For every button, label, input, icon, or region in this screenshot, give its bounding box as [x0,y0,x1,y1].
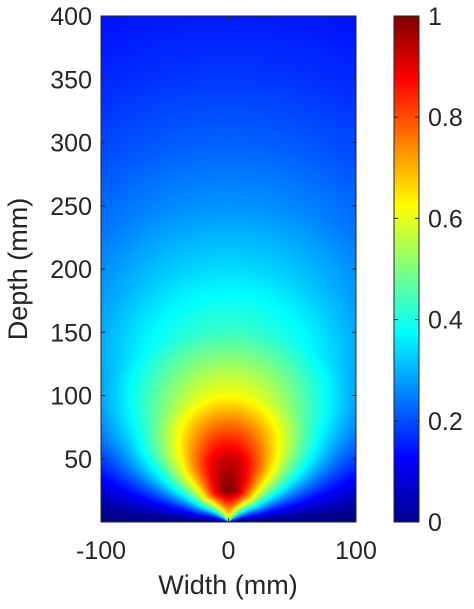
colorbar-tick-label: 0.8 [428,104,463,132]
x-tick-label: -100 [76,537,126,565]
colorbar [393,15,420,523]
y-tick-label: 350 [50,66,92,94]
plot-frame [100,15,357,523]
y-tick-label: 100 [50,383,92,411]
y-tick-label: 150 [50,319,92,347]
x-axis-label: Width (mm) [158,570,297,600]
y-tick-label: 250 [50,193,92,221]
colorbar-ticks: 0 0.2 0.4 0.6 0.8 1 [394,3,463,537]
colorbar-tick-label: 0.6 [428,205,463,233]
colorbar-tick-label: 1 [428,3,442,31]
x-axis-ticks: -100 0 100 [76,16,377,565]
y-tick-label: 300 [50,130,92,158]
x-tick-label: 100 [335,537,377,565]
y-tick-label: 400 [50,3,92,31]
colorbar-tick-label: 0 [428,509,442,537]
x-tick-label: 0 [222,537,236,565]
colorbar-tick-label: 0.2 [428,408,463,436]
y-axis-label: Depth (mm) [3,198,33,341]
heatmap-image [101,16,356,522]
y-axis-ticks: 50 100 150 200 250 300 350 400 [50,3,356,474]
colorbar-tick-label: 0.4 [428,307,463,335]
y-tick-label: 50 [64,446,92,474]
y-tick-label: 200 [50,256,92,284]
